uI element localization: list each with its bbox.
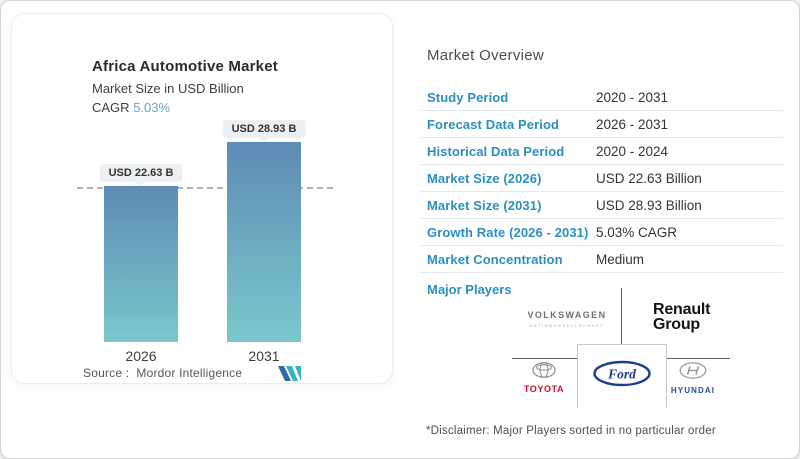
reference-dashed-line — [77, 187, 333, 189]
overview-heading: Market Overview — [427, 47, 545, 64]
row-value: USD 22.63 Billion — [596, 170, 702, 186]
hyundai-emblem-icon — [679, 362, 707, 379]
table-row: Historical Data Period 2020 - 2024 — [419, 138, 783, 165]
row-label: Historical Data Period — [427, 143, 565, 159]
hyundai-logo: HYUNDAI — [663, 362, 723, 395]
source-label: Source : — [83, 366, 130, 380]
toyota-emblem-icon — [532, 362, 556, 378]
volkswagen-wordmark: VOLKSWAGEN — [527, 310, 607, 320]
table-row: Growth Rate (2026 - 2031) 5.03% CAGR — [419, 219, 783, 246]
ford-wordmark: Ford — [607, 367, 636, 382]
players-connector-left — [512, 358, 578, 359]
table-row: Market Size (2026) USD 22.63 Billion — [419, 165, 783, 192]
bar-2031 — [227, 142, 301, 342]
bar-value-label-2031: USD 28.93 B — [222, 120, 306, 138]
table-row: Market Concentration Medium — [419, 246, 783, 273]
volkswagen-subtext: AKTIENGESELLSCHAFT — [529, 323, 605, 328]
x-tick-2026: 2026 — [125, 348, 157, 364]
row-value: 2020 - 2024 — [596, 143, 669, 159]
table-row: Study Period 2020 - 2031 — [419, 84, 783, 111]
chart-title: Africa Automotive Market — [92, 58, 278, 75]
table-row: Forecast Data Period 2026 - 2031 — [419, 111, 783, 138]
ford-oval-icon: Ford — [593, 360, 651, 387]
table-row: Market Size (2031) USD 28.93 Billion — [419, 192, 783, 219]
row-value: 5.03% CAGR — [596, 224, 678, 240]
chart-card: Africa Automotive Market Market Size in … — [11, 13, 393, 384]
renault-wordmark-line1: Renault — [653, 301, 711, 318]
disclaimer-text: *Disclaimer: Major Players sorted in no … — [426, 425, 716, 437]
cagr-label: CAGR — [92, 100, 130, 115]
major-players-label: Major Players — [427, 282, 512, 297]
row-label: Growth Rate (2026 - 2031) — [427, 224, 589, 240]
renault-group-logo: Renault Group — [653, 301, 711, 333]
overview-table: Study Period 2020 - 2031 Forecast Data P… — [419, 84, 783, 273]
bar-2026 — [104, 186, 178, 342]
chart-subtitle: Market Size in USD Billion — [92, 81, 244, 96]
volkswagen-logo: VOLKSWAGEN AKTIENGESELLSCHAFT — [517, 310, 617, 328]
chart-cagr: CAGR 5.03% — [92, 100, 170, 115]
mordor-intelligence-logo-icon — [278, 366, 301, 381]
toyota-wordmark: TOYOTA — [523, 384, 565, 394]
ford-logo-box: Ford — [577, 344, 667, 408]
hyundai-wordmark: HYUNDAI — [670, 386, 716, 395]
source-attribution: Source : Mordor Intelligence — [83, 366, 242, 380]
row-value: Medium — [596, 251, 645, 267]
row-value: 2026 - 2031 — [596, 116, 669, 132]
toyota-logo: TOYOTA — [514, 362, 574, 394]
players-connector-right — [666, 358, 730, 359]
row-label: Market Size (2026) — [427, 170, 542, 186]
players-connector-vertical — [621, 288, 622, 344]
renault-wordmark-line2: Group — [653, 316, 700, 333]
row-value: USD 28.93 Billion — [596, 197, 702, 213]
row-label: Market Concentration — [427, 251, 563, 267]
row-label: Study Period — [427, 89, 509, 105]
row-label: Market Size (2031) — [427, 197, 542, 213]
row-value: 2020 - 2031 — [596, 89, 669, 105]
cagr-value: 5.03% — [133, 100, 171, 115]
source-value: Mordor Intelligence — [136, 366, 243, 380]
row-label: Forecast Data Period — [427, 116, 560, 132]
x-tick-2031: 2031 — [248, 348, 280, 364]
bar-value-label-2026: USD 22.63 B — [99, 164, 183, 182]
